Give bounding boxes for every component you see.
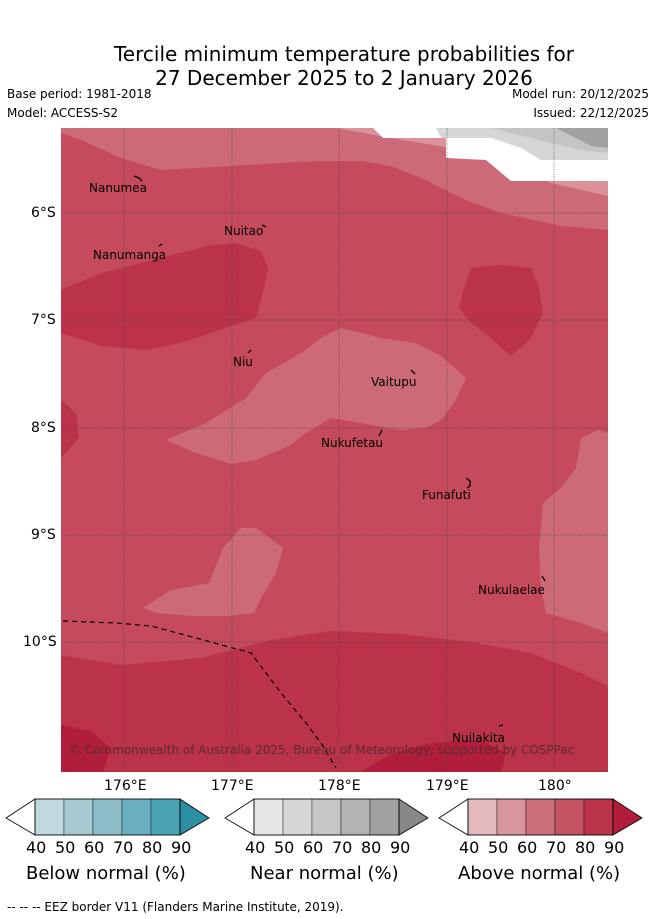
forecast-map[interactable]	[61, 128, 608, 772]
cb2-tick: 90	[604, 838, 625, 857]
graticule	[61, 128, 608, 772]
base-period: Base period: 1981-2018	[7, 87, 152, 101]
above-normal-50-60-south	[143, 528, 283, 616]
cb2-tick: 40	[459, 838, 480, 857]
above-normal-70-80-south	[61, 631, 608, 772]
cb1-tick: 40	[245, 838, 266, 857]
cb1-tick: 60	[303, 838, 324, 857]
place-nuitao: Nuitao	[224, 224, 264, 238]
near-normal-60-70	[556, 128, 608, 148]
cb2-tick: 50	[488, 838, 509, 857]
place-nanumanga: Nanumanga	[93, 248, 167, 262]
colorbar-title-near: Near normal (%)	[250, 863, 399, 884]
lat-label-10s: 10°S	[23, 634, 57, 650]
colorbar-segment	[311, 798, 342, 836]
colorbar-segment	[340, 798, 371, 836]
model-name: Model: ACCESS-S2	[7, 106, 119, 120]
lon-label-176e: 176°E	[104, 778, 147, 794]
eez-border	[62, 620, 337, 769]
place-funafuti: Funafuti	[422, 488, 471, 502]
island-marks	[133, 175, 546, 727]
cb2-tick: 60	[517, 838, 538, 857]
colorbar-segment	[496, 798, 527, 836]
lat-label-8s: 8°S	[31, 420, 56, 436]
cb2-tick: 70	[546, 838, 567, 857]
cb1-tick: 50	[274, 838, 295, 857]
above-normal-80-90-sw	[61, 725, 111, 772]
cb1-tick: 80	[361, 838, 382, 857]
colorbar-segment	[63, 798, 94, 836]
colorbar-segment	[92, 798, 123, 836]
place-nuilakita: Nuilakita	[452, 731, 505, 745]
cb0-tick: 80	[142, 838, 163, 857]
lat-label-9s: 9°S	[31, 527, 56, 543]
colorbar-segment	[583, 798, 614, 836]
lon-label-178e: 178°E	[318, 778, 361, 794]
eez-legend: -- -- -- EEZ border V11 (Flanders Marine…	[7, 900, 344, 914]
cb1-tick: 70	[332, 838, 353, 857]
map-title-line1: Tercile minimum temperature probabilitie…	[113, 42, 575, 66]
colorbar-title-above: Above normal (%)	[458, 863, 621, 884]
colorbar-segment	[525, 798, 556, 836]
place-nukulaelae: Nukulaelae	[478, 583, 545, 597]
colorbar-segment	[150, 798, 181, 836]
lon-label-177e: 177°E	[211, 778, 254, 794]
colorbar-segment	[467, 798, 498, 836]
cb0-tick: 70	[113, 838, 134, 857]
above-normal-70-80-edge	[61, 400, 79, 458]
colorbar-below-normal	[5, 798, 210, 836]
colorbar-segment	[282, 798, 313, 836]
place-vaitupu: Vaitupu	[371, 375, 417, 389]
colorbar-above-normal	[438, 798, 643, 836]
colorbar-near-normal	[224, 798, 429, 836]
lon-label-179e: 179°E	[426, 778, 469, 794]
place-niu: Niu	[233, 355, 253, 369]
cb0-tick: 50	[55, 838, 76, 857]
cb0-tick: 60	[84, 838, 105, 857]
above-normal-70-80-west	[61, 243, 268, 350]
colorbar-segment	[554, 798, 585, 836]
issued-date: Issued: 22/12/2025	[533, 106, 649, 120]
model-run: Model run: 20/12/2025	[511, 87, 649, 101]
place-nukufetau: Nukufetau	[321, 436, 384, 450]
above-normal-70-80-east	[459, 265, 543, 356]
lat-label-7s: 7°S	[31, 312, 56, 328]
colorbar-title-below: Below normal (%)	[26, 863, 186, 884]
map-title-line2: 27 December 2025 to 2 January 2026	[155, 66, 533, 90]
above-normal-80-90-south	[361, 740, 506, 772]
lon-label-180: 180°	[538, 778, 572, 794]
cb2-tick: 80	[575, 838, 596, 857]
colorbar-segment	[34, 798, 65, 836]
copyright-notice: © Commonwealth of Australia 2025, Bureau…	[69, 743, 575, 757]
colorbar-segment	[121, 798, 152, 836]
cb0-tick: 40	[26, 838, 47, 857]
cb0-tick: 90	[171, 838, 192, 857]
colorbar-segment	[253, 798, 284, 836]
above-normal-50-60-central	[166, 328, 466, 464]
lat-label-6s: 6°S	[31, 205, 56, 221]
cb1-tick: 90	[390, 838, 411, 857]
colorbar-segment	[369, 798, 400, 836]
place-nanumea: Nanumea	[89, 181, 147, 195]
above-normal-50-60-east	[539, 430, 608, 633]
